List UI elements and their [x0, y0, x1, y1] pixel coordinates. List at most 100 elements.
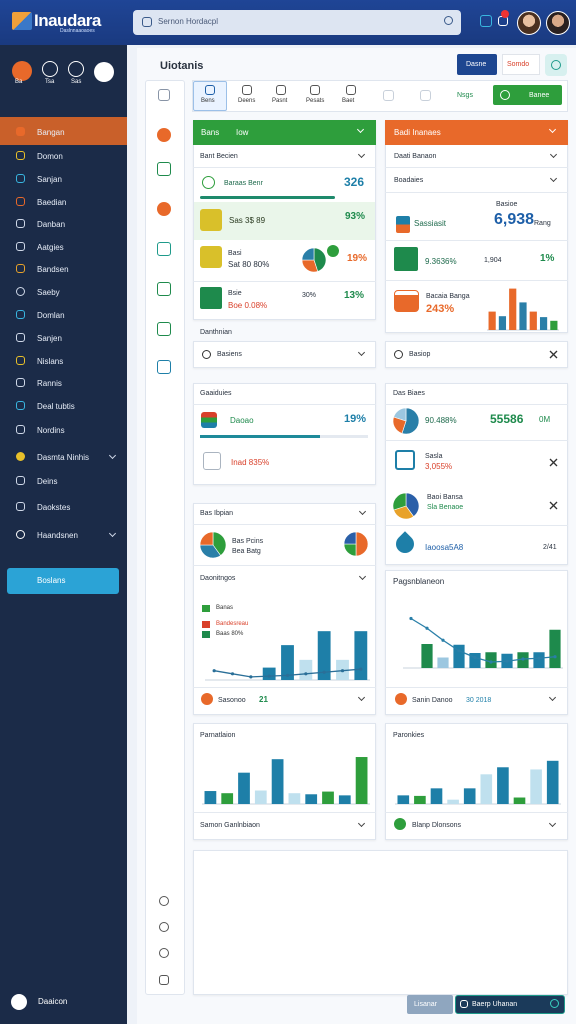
items-text[interactable]: Deins — [37, 477, 58, 486]
bar — [509, 288, 517, 330]
items-text[interactable]: Daokstes — [37, 503, 71, 512]
bottom-input-text[interactable]: Baerp Uhanan — [472, 1001, 518, 1008]
filters-text: Daati Banaon — [394, 153, 437, 160]
sidebar-button[interactable] — [7, 568, 119, 594]
separator — [193, 812, 376, 813]
icon — [395, 450, 415, 470]
pie-slice — [301, 247, 315, 261]
trend-point — [489, 660, 493, 664]
card — [193, 341, 376, 368]
trend-point — [249, 675, 253, 679]
icon — [159, 948, 169, 958]
buttons-text[interactable]: Dasne — [466, 61, 487, 68]
pie-slice — [393, 407, 407, 422]
card-header — [193, 120, 376, 145]
tabs-text[interactable]: Bens — [201, 98, 215, 104]
icon — [500, 90, 510, 100]
items-text[interactable]: Domlan — [37, 311, 65, 320]
bar — [485, 652, 497, 668]
bar — [469, 653, 481, 668]
icon — [202, 350, 211, 359]
tab[interactable] — [193, 81, 227, 111]
items-text[interactable]: Bangan — [37, 128, 65, 137]
avatar[interactable] — [546, 11, 570, 35]
tabs-text[interactable]: Baet — [342, 98, 355, 104]
items-text[interactable]: Sanjen — [37, 334, 62, 343]
tabs-text[interactable]: Deens — [238, 98, 256, 104]
pie-slice — [393, 505, 415, 520]
items-text[interactable]: Domon — [37, 152, 63, 161]
bar — [430, 788, 443, 804]
bottom-button-text[interactable]: Lisanar — [414, 1001, 437, 1008]
bottom-button[interactable] — [407, 995, 453, 1014]
bottom-input[interactable] — [455, 995, 565, 1014]
sidebar-top-icon[interactable] — [12, 61, 32, 81]
buttons-text[interactable]: Somdo — [507, 61, 530, 68]
rows-text: Sas 3$ 89 — [229, 216, 266, 225]
title-text: Paronkies — [393, 732, 425, 739]
icon-column — [145, 80, 185, 995]
footer-text[interactable]: Daaicon — [38, 997, 68, 1006]
trend-point — [409, 616, 413, 621]
primary-button[interactable] — [457, 54, 497, 75]
separator — [385, 280, 568, 281]
bar — [421, 644, 433, 668]
search-box[interactable] — [133, 10, 461, 35]
rows-text: Bsie — [228, 290, 242, 297]
bar — [271, 759, 284, 804]
tab-button-text[interactable]: Banee — [529, 92, 550, 99]
avatar[interactable] — [517, 11, 541, 35]
items-text[interactable]: Sanjan — [37, 175, 62, 184]
items-text[interactable]: Saeby — [37, 288, 60, 297]
search-text[interactable]: Sernon Hordacpl — [158, 17, 219, 26]
secondary-button[interactable] — [502, 54, 540, 75]
tab-button[interactable] — [493, 85, 562, 105]
title-text: Pagsnblaneon — [393, 577, 445, 586]
bar — [549, 629, 561, 668]
icon — [16, 219, 25, 228]
tabs-text[interactable]: Pasnt — [272, 98, 288, 104]
top-labels-text: Ba — [15, 79, 23, 85]
rows-text: Bea Batg — [232, 548, 261, 555]
separator — [193, 565, 376, 566]
rows-text: Baoi Bansa — [427, 494, 463, 501]
sidebar-top-icon[interactable] — [94, 62, 114, 82]
sidebar-top-icon[interactable] — [68, 61, 84, 77]
card — [385, 341, 568, 368]
bar — [397, 795, 410, 804]
items-text[interactable]: Nislans — [37, 357, 64, 366]
logo-mark — [12, 12, 32, 30]
items-text[interactable]: Deal tubtis — [37, 402, 75, 411]
collapsed-text[interactable]: Basiens — [217, 351, 242, 358]
tabs-text[interactable]: Pesats — [306, 98, 325, 104]
trend-point — [425, 626, 429, 630]
items-text[interactable]: Nordins — [37, 426, 65, 435]
bar — [238, 772, 250, 804]
items-text[interactable]: Dasmta Ninhis — [37, 453, 90, 462]
tab-link-text[interactable]: Nsgs — [457, 92, 473, 99]
items-text[interactable]: Aatgies — [37, 243, 64, 252]
items-text[interactable]: Rannis — [37, 379, 62, 388]
icon — [16, 174, 25, 183]
icon — [201, 412, 217, 428]
trend-point — [521, 657, 525, 661]
button-text[interactable]: Boslans — [37, 576, 66, 585]
items-text[interactable]: Haandsnen — [37, 531, 78, 540]
icon — [394, 290, 419, 312]
bar-chart — [395, 760, 561, 805]
top-labels-text: Sas — [71, 79, 82, 85]
items-text[interactable]: Danban — [37, 220, 66, 229]
icon — [16, 151, 25, 160]
items-text[interactable]: Baedian — [37, 198, 67, 207]
title-text: Das Biaes — [393, 390, 425, 397]
items-text[interactable]: Bandsen — [37, 265, 69, 274]
rows-text: Bas Pcins — [232, 538, 264, 545]
legend-swatch — [202, 605, 210, 612]
trend-point — [322, 670, 326, 674]
icon — [394, 247, 418, 271]
collapsed-text[interactable]: Basiop — [409, 351, 431, 358]
trend-line — [410, 617, 556, 663]
sidebar-top-icon[interactable] — [42, 61, 58, 77]
rows-text: Bacaia Banga — [426, 293, 470, 300]
